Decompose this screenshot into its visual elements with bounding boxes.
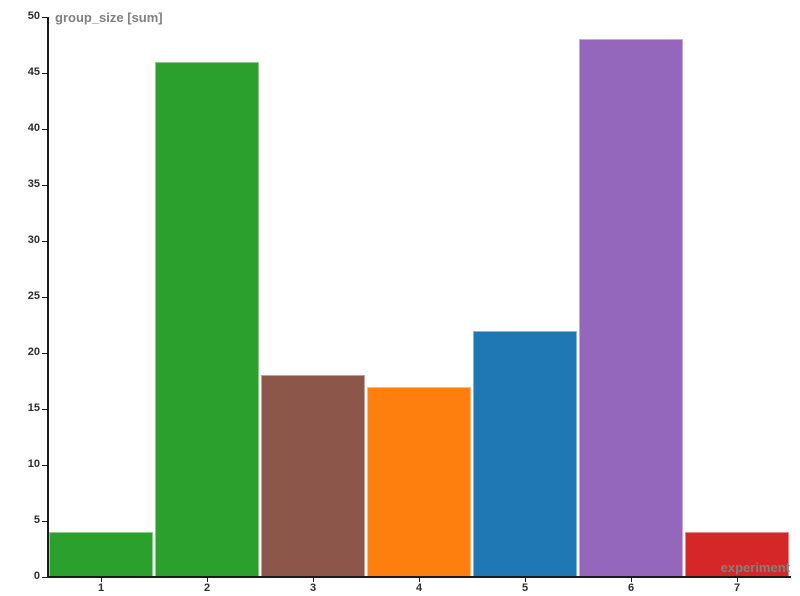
y-axis-title: group_size [sum]: [55, 10, 163, 25]
y-tick-mark: [42, 576, 47, 578]
bar-7: [685, 532, 789, 577]
y-tick-label: 5: [33, 514, 40, 526]
y-tick-label: 50: [27, 10, 40, 22]
y-tick-mark: [42, 240, 47, 242]
x-tick-mark: [418, 577, 420, 582]
x-tick-mark: [100, 577, 102, 582]
x-tick-mark: [206, 577, 208, 582]
x-tick-mark: [630, 577, 632, 582]
y-tick-mark: [42, 72, 47, 74]
x-tick-mark: [312, 577, 314, 582]
x-tick-label: 4: [415, 582, 423, 594]
y-tick-label: 20: [27, 346, 40, 358]
bar-1: [49, 532, 153, 577]
x-tick-label: 3: [309, 582, 317, 594]
x-axis-line: [47, 576, 791, 578]
y-tick-mark: [42, 520, 47, 522]
bar-2: [155, 61, 259, 577]
y-tick-mark: [42, 184, 47, 186]
y-tick-label: 10: [27, 458, 40, 470]
y-tick-label: 25: [27, 290, 40, 302]
y-tick-label: 45: [27, 66, 40, 78]
x-tick-mark: [524, 577, 526, 582]
y-tick-label: 40: [27, 122, 40, 134]
y-tick-mark: [42, 408, 47, 410]
y-axis-line: [47, 17, 49, 578]
x-tick-label: 2: [203, 582, 211, 594]
bar-3: [261, 375, 365, 577]
bar-4: [367, 386, 471, 577]
x-tick-label: 6: [627, 582, 635, 594]
y-tick-label: 0: [33, 570, 40, 582]
y-tick-mark: [42, 464, 47, 466]
x-tick-mark: [736, 577, 738, 582]
bar-6: [579, 39, 683, 577]
y-tick-label: 30: [27, 234, 40, 246]
y-tick-mark: [42, 128, 47, 130]
y-tick-mark: [42, 296, 47, 298]
y-tick-label: 15: [27, 402, 40, 414]
bar-5: [473, 330, 577, 577]
y-tick-mark: [42, 352, 47, 354]
x-tick-label: 5: [521, 582, 529, 594]
x-tick-label: 1: [97, 582, 105, 594]
x-axis-title: experiment: [720, 560, 790, 575]
y-tick-mark: [42, 16, 47, 18]
x-tick-label: 7: [733, 582, 741, 594]
y-tick-label: 35: [27, 178, 40, 190]
